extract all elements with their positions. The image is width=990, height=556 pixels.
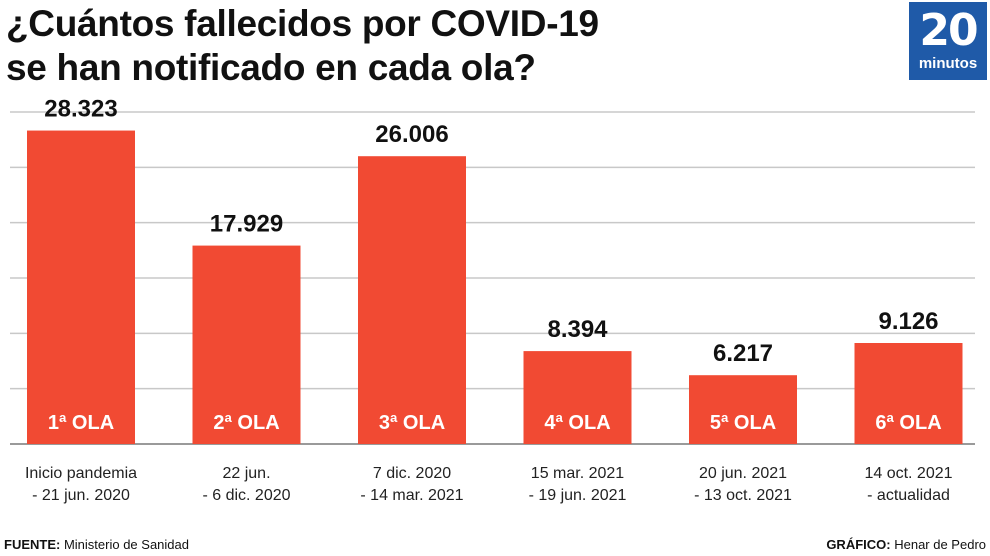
x-tick-label-line-2: - 21 jun. 2020 xyxy=(32,487,130,504)
bar-category-label: 2ª OLA xyxy=(213,412,279,434)
bar xyxy=(358,156,466,445)
x-tick-label-line-1: 14 oct. 2021 xyxy=(864,465,952,482)
logo-number: 20 xyxy=(919,5,978,56)
logo-word: minutos xyxy=(918,55,978,72)
x-tick-label-line-1: 7 dic. 2020 xyxy=(373,465,451,482)
bar-category-label: 5ª OLA xyxy=(710,412,776,434)
source-label: FUENTE: xyxy=(4,537,61,552)
bar xyxy=(27,130,135,444)
graphic-credit: GRÁFICO: Henar de Pedro xyxy=(826,536,986,554)
bar xyxy=(192,245,301,444)
brand-logo: 20 minutos xyxy=(909,2,987,80)
x-tick-label-line-1: 15 mar. 2021 xyxy=(531,465,625,482)
bar-category-label: 4ª OLA xyxy=(544,412,610,434)
x-tick-label-line-2: - 14 mar. 2021 xyxy=(360,487,463,504)
x-tick-label-line-2: - actualidad xyxy=(867,487,950,504)
x-tick-label-line-1: 22 jun. xyxy=(222,465,270,482)
graphic-value: Henar de Pedro xyxy=(894,537,986,552)
data-label: 6.217 xyxy=(713,340,773,367)
graphic-label: GRÁFICO: xyxy=(826,537,891,552)
x-tick-label-line-2: - 19 jun. 2021 xyxy=(529,487,627,504)
bar-category-label: 1ª OLA xyxy=(48,412,114,434)
chart-title: ¿Cuántos fallecidos por COVID-19 se han … xyxy=(6,2,806,90)
data-label: 9.126 xyxy=(878,308,938,335)
data-label: 26.006 xyxy=(375,121,448,148)
x-tick-label-line-2: - 6 dic. 2020 xyxy=(202,487,290,504)
source-credit: FUENTE: Ministerio de Sanidad xyxy=(4,536,189,554)
bar-category-label: 6ª OLA xyxy=(875,412,941,434)
data-label: 28.323 xyxy=(44,96,117,123)
x-tick-label-line-1: Inicio pandemia xyxy=(25,465,137,482)
bar xyxy=(854,343,963,444)
x-tick-label-line-2: - 13 oct. 2021 xyxy=(694,487,792,504)
source-value: Ministerio de Sanidad xyxy=(63,537,189,552)
x-tick-label-line-1: 20 jun. 2021 xyxy=(699,465,787,482)
data-label: 17.929 xyxy=(210,211,283,238)
bar-category-label: 3ª OLA xyxy=(379,412,445,434)
data-label: 8.394 xyxy=(547,316,608,343)
bar xyxy=(523,351,632,444)
chart-title-line-2: se han notificado en cada ola? xyxy=(6,47,536,88)
chart-title-line-1: ¿Cuántos fallecidos por COVID-19 xyxy=(6,3,599,44)
bar xyxy=(689,375,797,444)
